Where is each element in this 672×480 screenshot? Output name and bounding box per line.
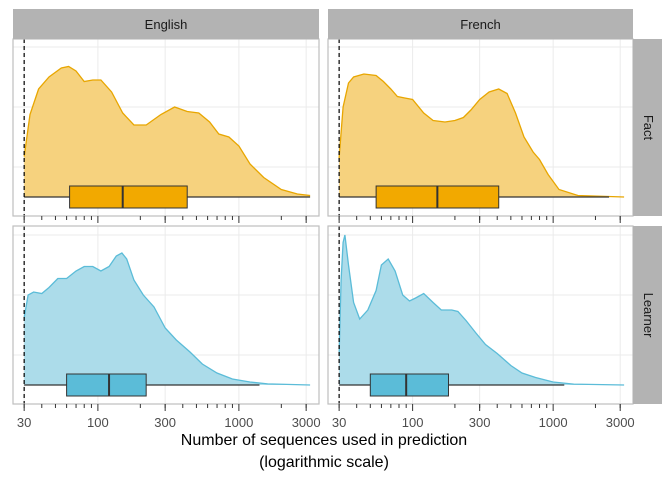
x-tick-label: 3000 [292, 415, 321, 430]
strip-label-learner: Learner [641, 293, 656, 338]
x-tick-label: 30 [332, 415, 346, 430]
box-iqr [369, 373, 449, 397]
x-tick-label: 100 [402, 415, 424, 430]
strip-label-english: English [145, 17, 188, 32]
density-area [339, 74, 625, 197]
x-axis-title-line1: Number of sequences used in prediction [181, 432, 467, 449]
strip-english [13, 9, 319, 39]
x-tick-label: 300 [469, 415, 491, 430]
x-tick-label: 30 [17, 415, 31, 430]
density-line [23, 252, 311, 386]
panel-english-fact [12, 38, 320, 223]
strip-fact [633, 39, 662, 216]
x-tick-label: 300 [154, 415, 176, 430]
x-tick-label: 100 [87, 415, 109, 430]
panel-french-fact [327, 38, 634, 223]
panel-french-learner [327, 225, 634, 411]
density-line [23, 65, 311, 197]
panels-layer [12, 38, 634, 411]
x-tick-label: 3000 [606, 415, 635, 430]
x-tick-label: 1000 [224, 415, 253, 430]
density-line [338, 73, 625, 198]
panel-english-learner [12, 225, 320, 411]
strips-layer: English French Fact Learner [13, 9, 662, 404]
strip-french [328, 9, 633, 39]
strip-learner [633, 226, 662, 404]
x-tick-label: 1000 [539, 415, 568, 430]
density-area [24, 253, 311, 385]
density-line [338, 234, 625, 386]
density-area [339, 235, 625, 385]
strip-label-french: French [460, 17, 500, 32]
x-axis-title-line2: (logarithmic scale) [259, 454, 389, 471]
strip-label-fact: Fact [641, 115, 656, 141]
density-area [24, 66, 311, 197]
box-iqr [69, 185, 188, 209]
panel-border [12, 225, 320, 405]
box-iqr [66, 373, 147, 397]
x-axis-layer: 30 100 300 1000 3000 30 100 300 1000 3000 [17, 415, 635, 430]
